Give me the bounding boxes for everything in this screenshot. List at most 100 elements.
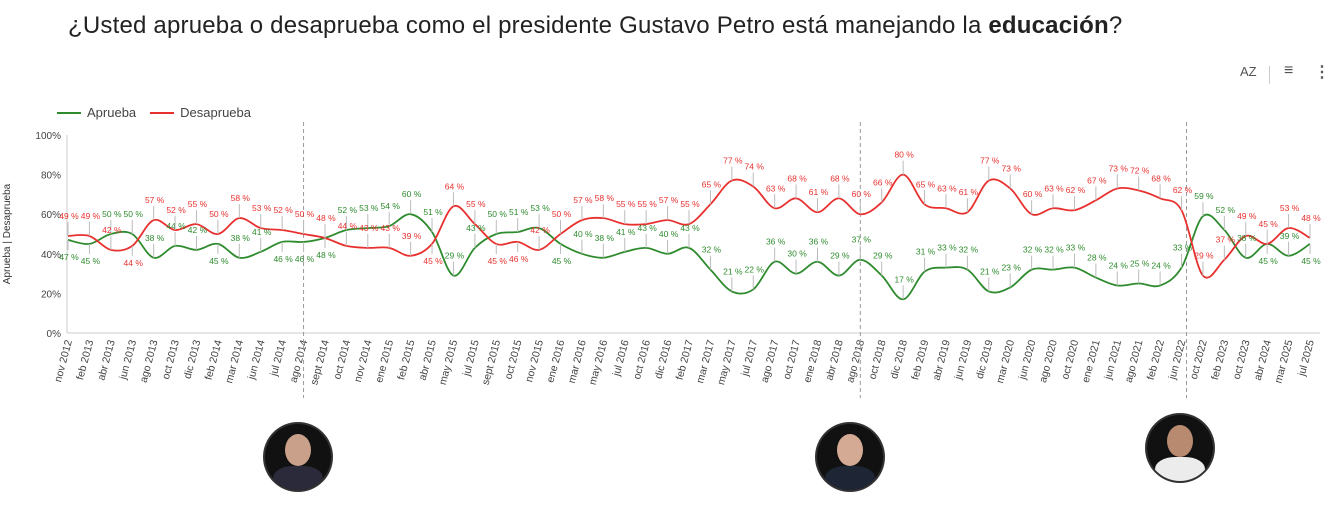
data-label-aprueba: 25 % xyxy=(1130,259,1150,269)
data-label-aprueba: 24 % xyxy=(1109,260,1129,270)
x-tick-label: dic 2019 xyxy=(974,339,996,381)
data-label-desaprueba: 42 % xyxy=(102,225,122,235)
x-tick-label: abr 2013 xyxy=(95,339,117,382)
x-tick-label: nov 2015 xyxy=(523,339,546,384)
data-label-aprueba: 30 % xyxy=(787,249,807,259)
x-tick-label: abr 2024 xyxy=(1252,339,1274,382)
x-tick-label: oct 2014 xyxy=(331,339,353,381)
data-label-aprueba: 33 % xyxy=(937,243,957,253)
data-label-desaprueba: 53 % xyxy=(1280,203,1300,213)
data-label-desaprueba: 62 % xyxy=(1066,185,1086,195)
data-label-aprueba: 52 % xyxy=(338,205,358,215)
data-label-desaprueba: 63 % xyxy=(766,183,786,193)
more-vertical-icon[interactable]: ⋮ xyxy=(1314,64,1329,81)
x-tick-label: nov 2012 xyxy=(52,339,75,384)
x-tick-label: feb 2023 xyxy=(1209,339,1231,382)
x-tick-label: ene 2015 xyxy=(373,339,396,385)
data-label-desaprueba: 66 % xyxy=(873,177,893,187)
y-tick-label: 40% xyxy=(41,250,61,261)
data-label-aprueba: 59 % xyxy=(1194,191,1214,201)
x-tick-label: ago 2021 xyxy=(1123,339,1146,385)
x-tick-label: mar 2016 xyxy=(566,339,589,385)
data-label-desaprueba: 65 % xyxy=(702,179,722,189)
data-label-desaprueba: 44 % xyxy=(124,258,144,268)
sort-az-icon[interactable]: AZ xyxy=(1240,64,1257,79)
x-tick-label: sept 2015 xyxy=(480,339,504,387)
y-tick-label: 100% xyxy=(35,131,61,142)
data-label-desaprueba: 57 % xyxy=(659,195,679,205)
data-label-aprueba: 54 % xyxy=(381,201,401,211)
data-label-desaprueba: 45 % xyxy=(423,256,443,266)
data-label-desaprueba: 57 % xyxy=(145,195,165,205)
legend: Aprueba Desaprueba xyxy=(57,105,251,120)
filter-icon[interactable]: ≡ xyxy=(1284,62,1294,79)
chart-title: ¿Usted aprueba o desaprueba como el pres… xyxy=(68,12,1122,40)
x-tick-label: jul 2016 xyxy=(610,339,631,379)
data-label-desaprueba: 50 % xyxy=(552,209,572,219)
x-tick-label: abr 2015 xyxy=(417,339,439,382)
data-label-desaprueba: 60 % xyxy=(1023,189,1043,199)
x-tick-label: ene 2016 xyxy=(544,339,567,385)
data-label-aprueba: 39 % xyxy=(1280,231,1300,241)
y-tick-label: 20% xyxy=(41,289,61,300)
x-tick-label: oct 2018 xyxy=(867,339,889,381)
data-label-aprueba: 52 % xyxy=(1216,205,1236,215)
data-label-aprueba: 44 % xyxy=(166,221,186,231)
data-label-aprueba: 45 % xyxy=(209,256,229,266)
data-label-desaprueba: 46 % xyxy=(509,254,529,264)
x-tick-label: mar 2014 xyxy=(223,339,246,385)
data-label-desaprueba: 60 % xyxy=(852,189,872,199)
data-label-aprueba: 32 % xyxy=(702,245,722,255)
x-tick-label: nov 2014 xyxy=(352,339,375,384)
data-label-desaprueba: 43 % xyxy=(381,223,401,233)
x-tick-label: mar 2025 xyxy=(1272,339,1295,385)
data-label-aprueba: 53 % xyxy=(359,203,379,213)
data-label-desaprueba: 55 % xyxy=(466,199,486,209)
x-tick-label: feb 2022 xyxy=(1145,339,1167,382)
legend-label: Desaprueba xyxy=(180,105,251,120)
x-tick-label: feb 2015 xyxy=(395,339,417,382)
legend-item-desaprueba[interactable]: Desaprueba xyxy=(150,105,251,120)
x-tick-label: jul 2014 xyxy=(268,339,289,379)
x-tick-label: dic 2016 xyxy=(653,339,675,381)
legend-swatch xyxy=(57,111,81,114)
data-label-desaprueba: 45 % xyxy=(488,256,508,266)
x-tick-label: ago 2018 xyxy=(844,339,867,385)
x-tick-label: feb 2013 xyxy=(74,339,96,382)
data-label-aprueba: 41 % xyxy=(616,227,636,237)
data-label-aprueba: 50 % xyxy=(488,209,508,219)
data-label-aprueba: 38 % xyxy=(1237,233,1257,243)
toolbar-divider xyxy=(1269,66,1270,84)
portrait-santos xyxy=(265,424,331,490)
data-label-aprueba: 48 % xyxy=(316,250,336,260)
data-label-aprueba: 33 % xyxy=(1066,243,1086,253)
data-label-desaprueba: 67 % xyxy=(1087,175,1107,185)
data-label-aprueba: 23 % xyxy=(1002,262,1022,272)
data-label-aprueba: 29 % xyxy=(445,251,465,261)
y-tick-label: 80% xyxy=(41,171,61,182)
data-label-aprueba: 40 % xyxy=(659,229,679,239)
legend-label: Aprueba xyxy=(87,105,137,120)
x-tick-label: oct 2020 xyxy=(1059,339,1081,381)
legend-item-aprueba[interactable]: Aprueba xyxy=(57,105,136,120)
data-label-aprueba: 22 % xyxy=(745,264,765,274)
x-tick-label: oct 2022 xyxy=(1188,339,1210,381)
data-label-desaprueba: 63 % xyxy=(937,183,957,193)
x-tick-label: ago 2020 xyxy=(1037,339,1060,385)
x-tick-label: mar 2020 xyxy=(994,339,1017,385)
data-label-desaprueba: 58 % xyxy=(595,193,615,203)
data-label-desaprueba: 49 % xyxy=(81,211,101,221)
data-label-desaprueba: 57 % xyxy=(573,195,593,205)
x-tick-label: oct 2023 xyxy=(1231,339,1253,381)
y-axis-label: Aprueba | Desaprueba xyxy=(2,183,13,284)
data-label-aprueba: 45 % xyxy=(81,256,101,266)
data-label-aprueba: 50 % xyxy=(102,209,122,219)
x-tick-label: ene 2021 xyxy=(1080,339,1103,385)
x-tick-label: may 2017 xyxy=(715,339,739,387)
x-tick-label: ago 2017 xyxy=(759,339,782,385)
x-tick-label: jul 2015 xyxy=(460,339,481,379)
x-tick-label: jul 2017 xyxy=(739,339,760,379)
data-label-desaprueba: 49 % xyxy=(1237,211,1257,221)
data-label-desaprueba: 49 % xyxy=(59,211,79,221)
data-label-aprueba: 38 % xyxy=(231,233,251,243)
